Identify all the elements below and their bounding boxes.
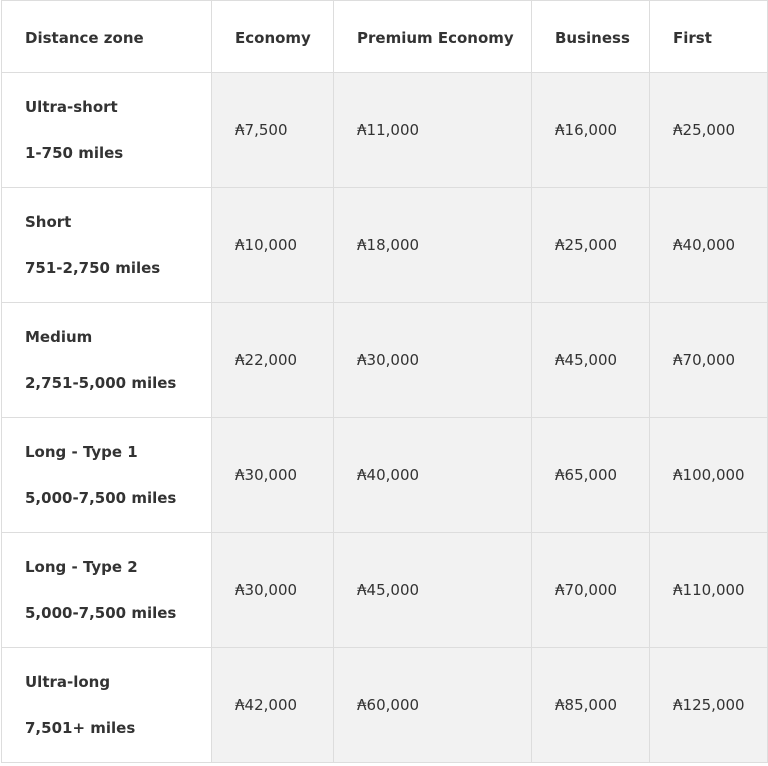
price-cell: ₳85,000 [531, 647, 650, 763]
price-cell: ₳25,000 [649, 72, 768, 188]
column-header: First [649, 0, 768, 73]
zone-range: 5,000-7,500 miles [25, 489, 177, 507]
price-cell: ₳125,000 [649, 647, 768, 763]
zone-range: 7,501+ miles [25, 719, 136, 737]
price-cell: ₳110,000 [649, 532, 768, 648]
price-cell: ₳10,000 [211, 187, 334, 303]
price-cell: ₳22,000 [211, 302, 334, 418]
zone-range: 2,751-5,000 miles [25, 374, 177, 392]
price-cell: ₳42,000 [211, 647, 334, 763]
zone-name: Medium [25, 328, 93, 346]
price-cell: ₳11,000 [333, 72, 532, 188]
column-header: Business [531, 0, 650, 73]
table-row: Ultra-long 7,501+ miles ₳42,000 ₳60,000 ₳85,… [1, 647, 768, 763]
zone-cell: Ultra-long 7,501+ miles [1, 647, 212, 763]
table-row: Medium 2,751-5,000 miles ₳22,000 ₳30,000 ₳45… [1, 302, 768, 418]
price-cell: ₳65,000 [531, 417, 650, 533]
price-cell: ₳30,000 [333, 302, 532, 418]
zone-cell: Ultra-short 1-750 miles [1, 72, 212, 188]
zone-name: Long - Type 2 [25, 558, 138, 576]
table-body: Ultra-short 1-750 miles ₳7,500 ₳11,000 ₳16,0… [1, 72, 768, 763]
header-row: Distance zone Economy Premium Economy Busin… [1, 0, 768, 73]
price-cell: ₳30,000 [211, 532, 334, 648]
zone-name: Short [25, 213, 72, 231]
zone-range: 5,000-7,500 miles [25, 604, 177, 622]
price-cell: ₳45,000 [333, 532, 532, 648]
table-row: Long - Type 2 5,000-7,500 miles ₳30,000 ₳45… [1, 532, 768, 648]
column-header: Distance zone [1, 0, 212, 73]
zone-cell: Long - Type 1 5,000-7,500 miles [1, 417, 212, 533]
table-row: Ultra-short 1-750 miles ₳7,500 ₳11,000 ₳16,0… [1, 72, 768, 188]
zone-cell: Long - Type 2 5,000-7,500 miles [1, 532, 212, 648]
price-cell: ₳25,000 [531, 187, 650, 303]
column-header: Premium Economy [333, 0, 532, 73]
table-row: Short 751-2,750 miles ₳10,000 ₳18,000 ₳25,00… [1, 187, 768, 303]
zone-cell: Medium 2,751-5,000 miles [1, 302, 212, 418]
table-row: Long - Type 1 5,000-7,500 miles ₳30,000 ₳40… [1, 417, 768, 533]
zone-name: Ultra-long [25, 673, 111, 691]
price-cell: ₳45,000 [531, 302, 650, 418]
price-cell: ₳7,500 [211, 72, 334, 188]
zone-range: 751-2,750 miles [25, 259, 161, 277]
zone-name: Long - Type 1 [25, 443, 138, 461]
price-cell: ₳100,000 [649, 417, 768, 533]
price-cell: ₳40,000 [333, 417, 532, 533]
price-cell: ₳70,000 [531, 532, 650, 648]
price-cell: ₳30,000 [211, 417, 334, 533]
price-cell: ₳40,000 [649, 187, 768, 303]
zone-cell: Short 751-2,750 miles [1, 187, 212, 303]
zone-range: 1-750 miles [25, 144, 124, 162]
price-cell: ₳16,000 [531, 72, 650, 188]
price-cell: ₳70,000 [649, 302, 768, 418]
price-cell: ₳18,000 [333, 187, 532, 303]
price-cell: ₳60,000 [333, 647, 532, 763]
column-header: Economy [211, 0, 334, 73]
zone-name: Ultra-short [25, 98, 118, 116]
